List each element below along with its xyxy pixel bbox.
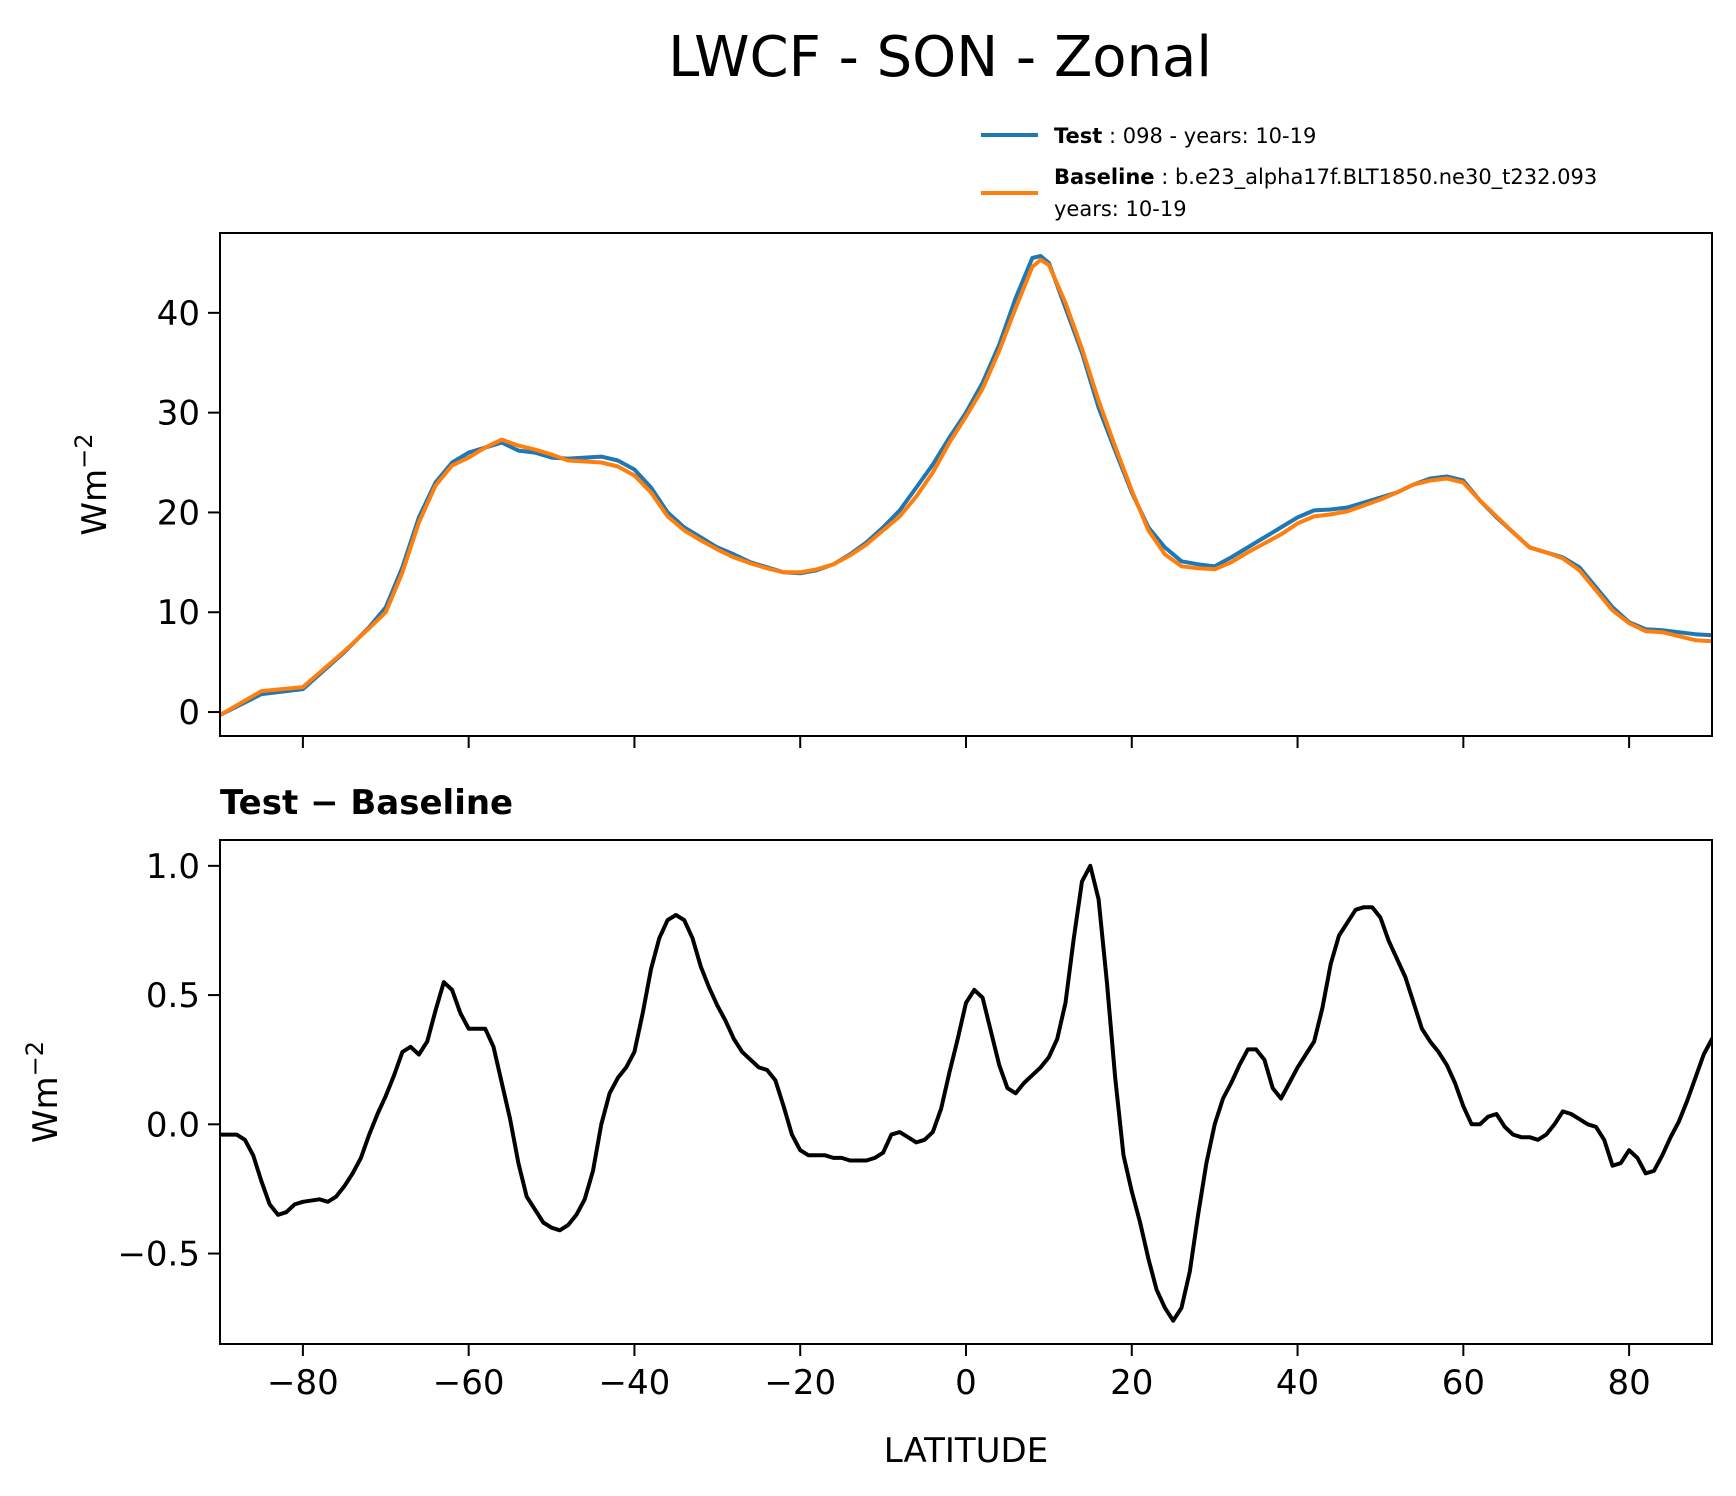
bottom-xtick-label: 0 xyxy=(955,1363,977,1403)
top-ytick-label: 40 xyxy=(157,294,200,334)
top-ytick-label: 30 xyxy=(157,394,200,434)
legend-text2-baseline: years: 10-19 xyxy=(1054,197,1187,221)
legend-name-test: Test xyxy=(1054,124,1102,148)
bottom-plot-frame xyxy=(219,839,1713,1345)
top-plot-frame xyxy=(219,232,1713,737)
legend-sep-test: : xyxy=(1102,124,1122,148)
legend-label-test: Test : 098 - years: 10-19 xyxy=(1054,124,1316,148)
bottom-xtick-label: 20 xyxy=(1110,1363,1153,1403)
bottom-ytick-label: 0.5 xyxy=(146,976,200,1016)
legend-label-baseline: Baseline : b.e23_alpha17f.BLT1850.ne30_t… xyxy=(1054,165,1597,190)
legend-text-baseline: b.e23_alpha17f.BLT1850.ne30_t232.093 xyxy=(1175,165,1597,190)
bottom-ytick-label: −0.5 xyxy=(117,1235,200,1275)
legend-name-baseline: Baseline xyxy=(1054,165,1155,189)
top-ytick-label: 10 xyxy=(157,593,200,633)
bottom-xtick-label: 40 xyxy=(1276,1363,1319,1403)
legend-text-test: 098 - years: 10-19 xyxy=(1123,124,1317,148)
bottom-xtick-label: 80 xyxy=(1607,1363,1650,1403)
legend-sep-baseline: : xyxy=(1155,165,1175,189)
top-ytick-label: 0 xyxy=(178,693,200,733)
bottom-xtick-label: 60 xyxy=(1442,1363,1485,1403)
bottom-xlabel: LATITUDE xyxy=(884,1431,1048,1471)
legend: Test : 098 - years: 10-19 Baseline : b.e… xyxy=(981,124,1597,221)
bottom-subtitle: Test − Baseline xyxy=(220,783,513,823)
bottom-xtick-label: −60 xyxy=(433,1363,505,1403)
bottom-series-line-test-baseline xyxy=(220,863,1712,1323)
top-ytick-label: 20 xyxy=(157,493,200,533)
top-series-line-test xyxy=(220,254,1712,717)
top-series-line-baseline xyxy=(220,257,1712,717)
bottom-xtick-label: −80 xyxy=(267,1363,339,1403)
bottom-ytick-label: 0.0 xyxy=(146,1105,200,1145)
bottom-xtick-label: −20 xyxy=(764,1363,836,1403)
bottom-xtick-label: −40 xyxy=(599,1363,671,1403)
bottom-ylabel: Wm−2 xyxy=(21,1041,66,1143)
bottom-ytick-label: 1.0 xyxy=(146,847,200,887)
bottom-panel: Test − Baseline −0.5 0.0 0.5 1.0 −80 −60 −40 −… xyxy=(21,783,1713,1471)
top-panel: 0 10 20 30 40 Wm−2 xyxy=(70,232,1713,748)
chart-title: LWCF - SON - Zonal xyxy=(668,25,1212,90)
top-ylabel: Wm−2 xyxy=(70,433,115,535)
